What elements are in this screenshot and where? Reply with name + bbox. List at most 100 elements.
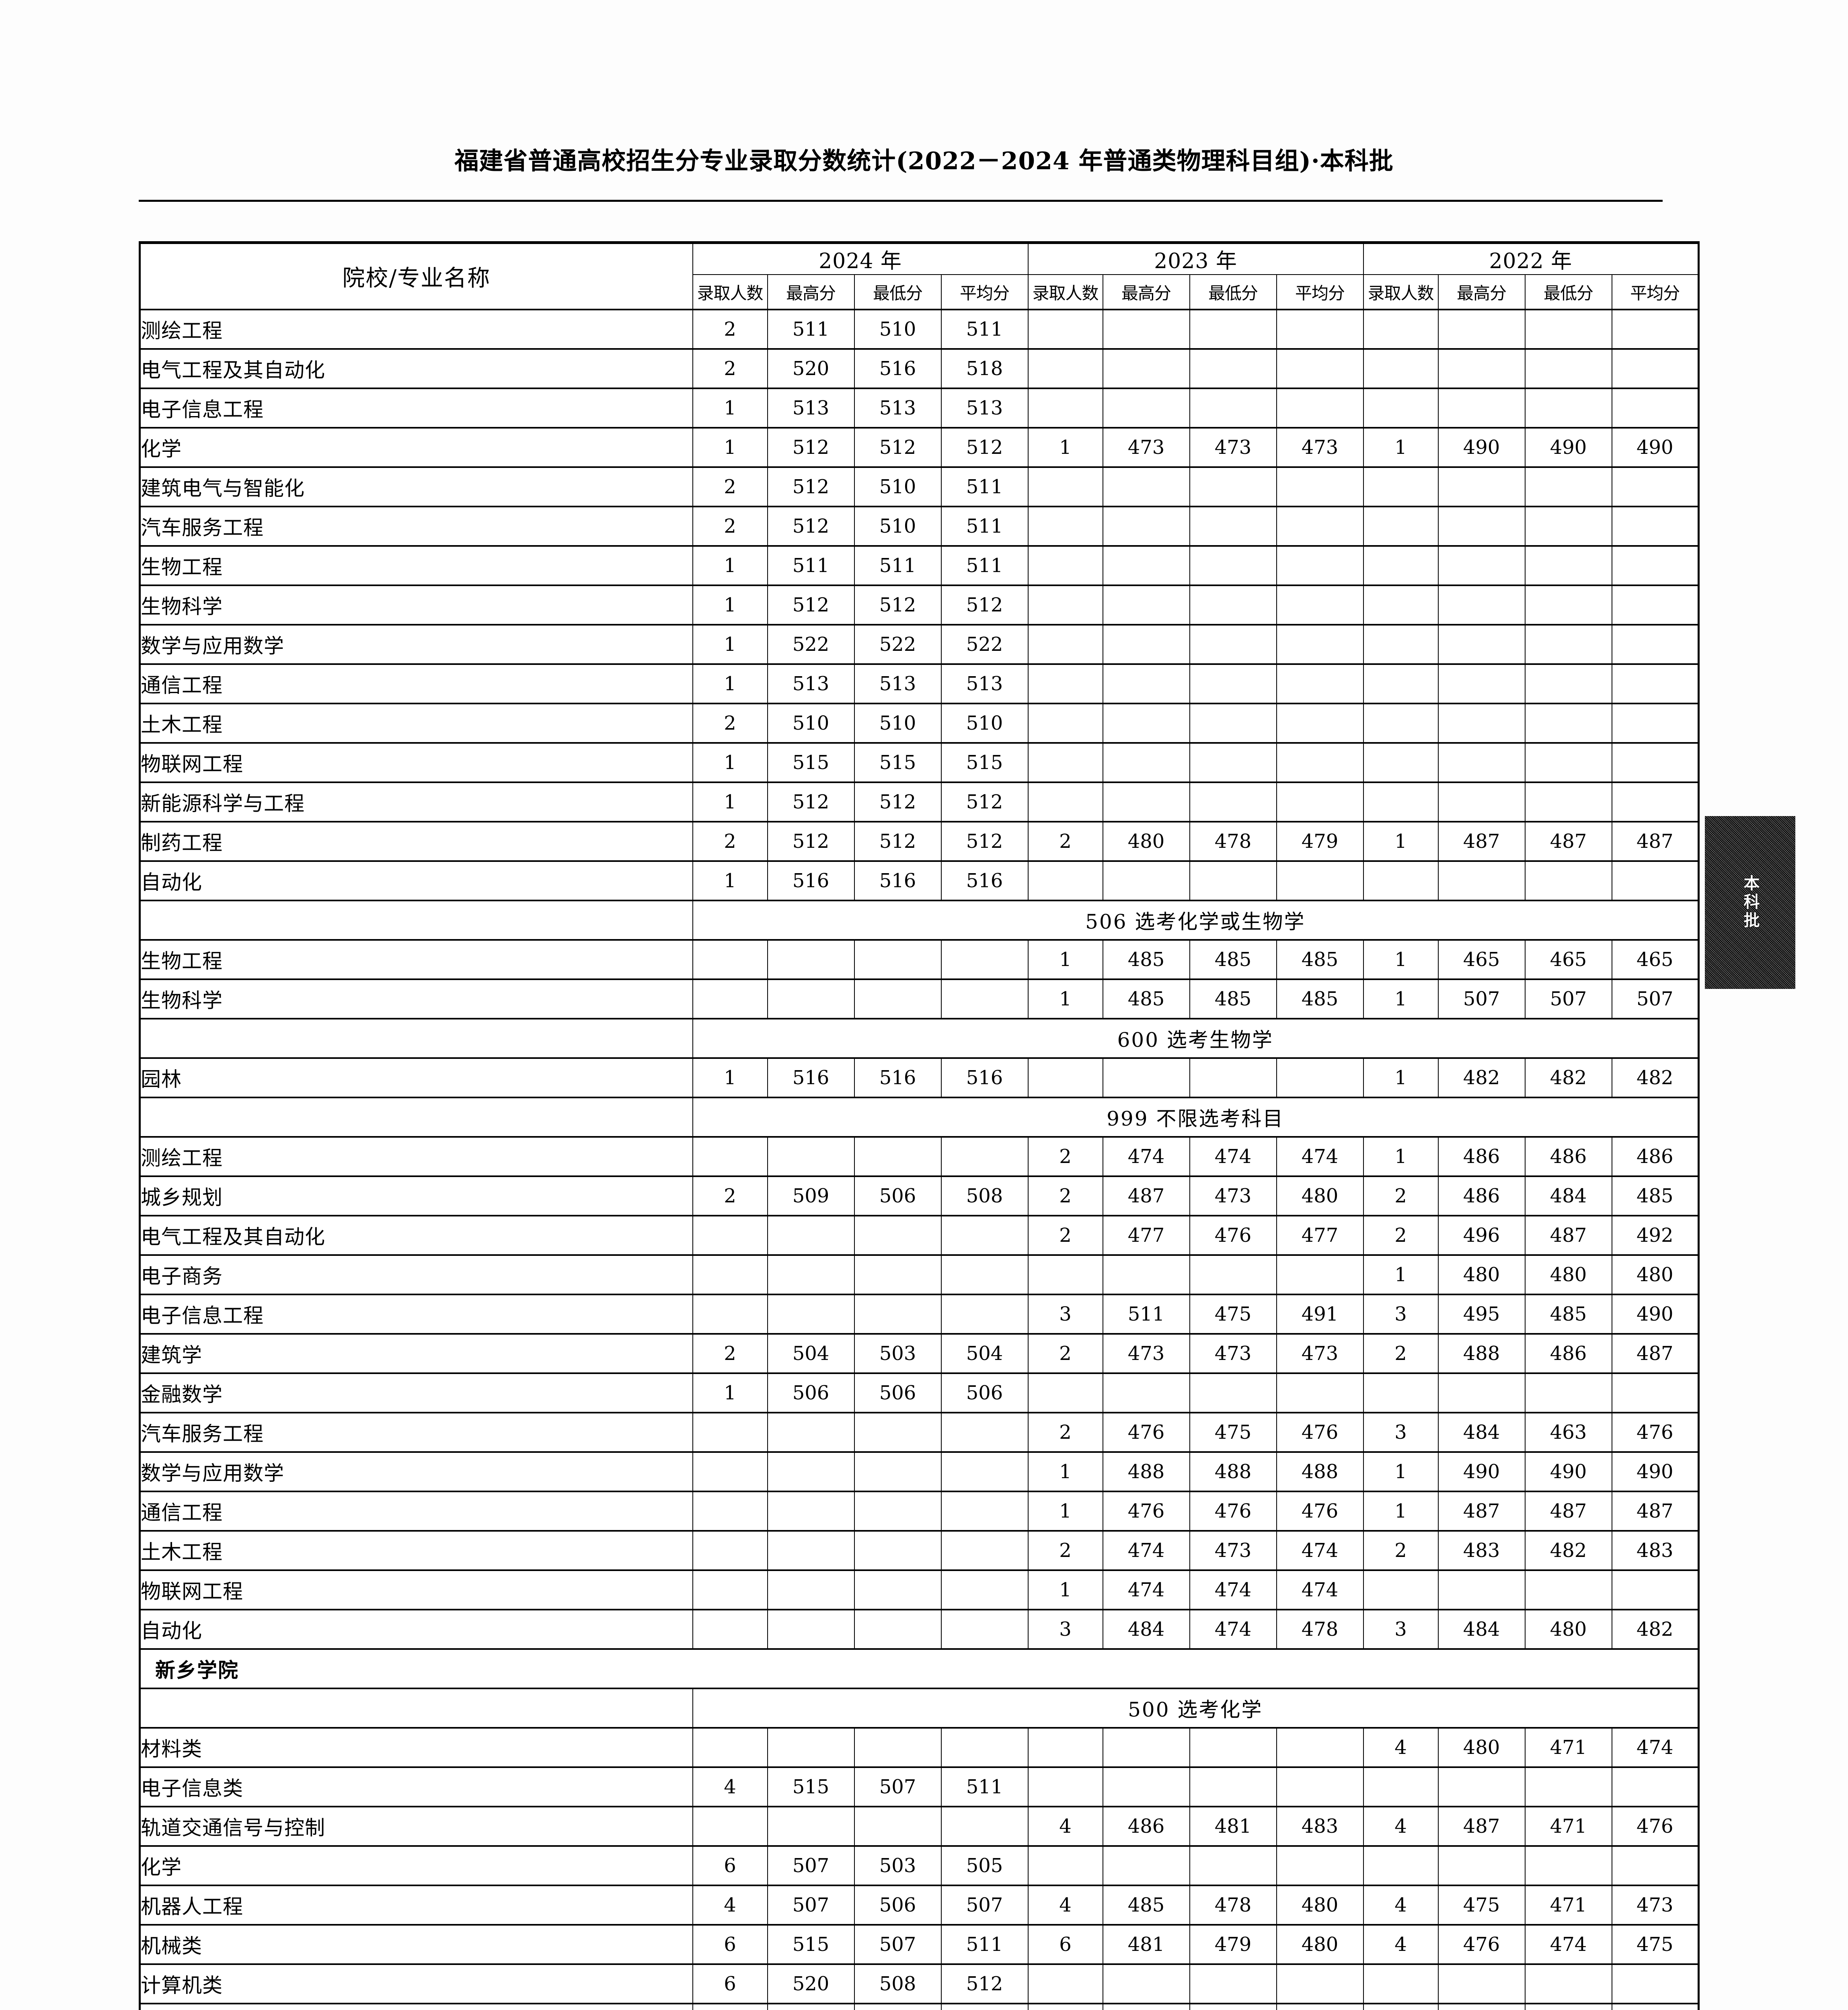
table-row: 电子信息工程 3 511 475 491 3 495 485 490 bbox=[139, 1294, 1700, 1334]
cell-2023-lowest: 476 bbox=[1189, 1215, 1277, 1255]
cell-2024-lowest: 516 bbox=[854, 1057, 942, 1098]
table-row: 计算机类 6 520 508 512 bbox=[139, 1963, 1700, 2004]
cell-2024-lowest bbox=[854, 1412, 942, 1452]
cell-2024-highest bbox=[767, 1136, 855, 1177]
cell-2024-highest bbox=[767, 1294, 855, 1334]
cell-2024-admitted: 1 bbox=[692, 545, 768, 586]
cell-2024-lowest: 515 bbox=[854, 742, 942, 783]
cell-2024-average bbox=[940, 1530, 1029, 1571]
cell-2023-highest: 486 bbox=[1102, 1806, 1190, 1846]
cell-2024-admitted: 1 bbox=[692, 388, 768, 428]
cell-2024-highest bbox=[767, 939, 855, 980]
cell-2023-average: 480 bbox=[1276, 1885, 1364, 1925]
cell-2023-admitted bbox=[1027, 348, 1103, 389]
cell-2024-lowest: 513 bbox=[854, 663, 942, 704]
header-2024-admitted: 录取人数 bbox=[692, 274, 768, 310]
cell-2022-lowest: 487 bbox=[1524, 1215, 1612, 1255]
cell-2022-admitted bbox=[1363, 1963, 1439, 2004]
cell-2023-lowest bbox=[1189, 1057, 1277, 1098]
cell-2022-highest bbox=[1437, 703, 1526, 743]
major-name: 电子信息类 bbox=[139, 1766, 693, 1807]
cell-2023-average: 474 bbox=[1276, 1569, 1364, 1610]
cell-2022-lowest: 471 bbox=[1524, 2003, 1612, 2010]
cell-2023-highest: 485 bbox=[1102, 939, 1190, 980]
cell-2024-admitted: 2 bbox=[692, 1333, 768, 1374]
cell-2024-highest: 513 bbox=[767, 663, 855, 704]
cell-2022-lowest bbox=[1524, 585, 1612, 625]
cell-2023-admitted bbox=[1027, 1372, 1103, 1413]
major-name: 机械类 bbox=[139, 1924, 693, 1965]
cell-2024-admitted: 6 bbox=[692, 1963, 768, 2004]
cell-2022-highest bbox=[1437, 624, 1526, 665]
cell-2023-admitted: 2 bbox=[1027, 1333, 1103, 1374]
header-2023-admitted: 录取人数 bbox=[1027, 274, 1103, 310]
cell-2024-admitted bbox=[692, 1215, 768, 1255]
table-row: 通信工程 1 476 476 476 1 487 487 487 bbox=[139, 1491, 1700, 1531]
cell-2024-lowest bbox=[854, 1569, 942, 1610]
cell-2022-lowest bbox=[1524, 703, 1612, 743]
major-name: 建筑电气与智能化 bbox=[139, 466, 693, 507]
cell-2024-highest bbox=[767, 1727, 855, 1768]
cell-2024-admitted bbox=[692, 1254, 768, 1295]
cell-2022-admitted: 4 bbox=[1363, 1727, 1439, 1768]
cell-2024-lowest: 510 bbox=[854, 466, 942, 507]
cell-2024-highest: 510 bbox=[767, 703, 855, 743]
section-tab-label: 本科批 bbox=[1741, 875, 1760, 930]
cell-2022-average: 490 bbox=[1611, 1294, 1700, 1334]
cell-2023-average bbox=[1276, 348, 1364, 389]
cell-2023-lowest bbox=[1189, 663, 1277, 704]
cell-2023-admitted bbox=[1027, 2003, 1103, 2010]
table-row: 生物工程 1 485 485 485 1 465 465 465 bbox=[139, 939, 1700, 980]
major-name: 物联网工程 bbox=[139, 1569, 693, 1610]
cell-2022-average bbox=[1611, 388, 1700, 428]
cell-2022-average: 487 bbox=[1611, 821, 1700, 861]
cell-2022-average: 492 bbox=[1611, 1215, 1700, 1255]
cell-2024-lowest bbox=[854, 1806, 942, 1846]
cell-2022-highest bbox=[1437, 742, 1526, 783]
cell-2022-admitted: 1 bbox=[1363, 978, 1439, 1019]
cell-2023-highest: 476 bbox=[1102, 1412, 1190, 1452]
cell-2022-highest: 482 bbox=[1437, 1057, 1526, 1098]
cell-2023-lowest bbox=[1189, 1845, 1277, 1886]
cell-2024-admitted: 1 bbox=[692, 860, 768, 901]
cell-2024-highest: 511 bbox=[767, 545, 855, 586]
cell-2022-admitted: 4 bbox=[1363, 1806, 1439, 1846]
cell-2023-highest bbox=[1102, 742, 1190, 783]
cell-2023-average: 474 bbox=[1276, 1530, 1364, 1571]
cell-2024-average: 505 bbox=[940, 1845, 1029, 1886]
cell-2023-admitted bbox=[1027, 860, 1103, 901]
cell-2024-admitted: 1 bbox=[692, 1057, 768, 1098]
cell-2023-admitted bbox=[1027, 1963, 1103, 2004]
cell-2023-lowest bbox=[1189, 624, 1277, 665]
major-name: 园林 bbox=[139, 1057, 693, 1098]
cell-2022-lowest: 487 bbox=[1524, 821, 1612, 861]
table-row: 建筑学 2 504 503 504 2 473 473 473 2 488 486 487 bbox=[139, 1333, 1700, 1374]
table-row: 测绘工程 2 474 474 474 1 486 486 486 bbox=[139, 1136, 1700, 1177]
institution-name: 新乡学院 bbox=[139, 1648, 1700, 1689]
table-row: 制药工程 2 512 512 512 2 480 478 479 1 487 487 487 bbox=[139, 821, 1700, 861]
cell-2022-average: 465 bbox=[1611, 939, 1700, 980]
cell-2024-admitted bbox=[692, 1451, 768, 1492]
cell-2023-highest: 481 bbox=[1102, 1924, 1190, 1965]
cell-2022-highest: 487 bbox=[1437, 1806, 1526, 1846]
score-table-container: 院校/专业名称 2024 年 2023 年 2022 年 录取人数 最高分 最低… bbox=[139, 241, 1700, 2010]
cell-2024-admitted bbox=[692, 1530, 768, 1571]
table-row: 汽车服务工程 2 476 475 476 3 484 463 476 bbox=[139, 1412, 1700, 1452]
cell-2022-admitted bbox=[1363, 506, 1439, 546]
cell-2023-admitted bbox=[1027, 1727, 1103, 1768]
cell-2023-lowest: 475 bbox=[1189, 1294, 1277, 1334]
cell-2022-lowest bbox=[1524, 1845, 1612, 1886]
cell-2023-average bbox=[1276, 309, 1364, 349]
cell-2023-admitted bbox=[1027, 703, 1103, 743]
cell-2024-lowest bbox=[854, 1727, 942, 1768]
cell-2024-admitted: 1 bbox=[692, 624, 768, 665]
cell-2022-admitted: 4 bbox=[1363, 1885, 1439, 1925]
cell-2022-admitted bbox=[1363, 742, 1439, 783]
cell-2022-average bbox=[1611, 781, 1700, 822]
cell-2022-highest: 496 bbox=[1437, 1215, 1526, 1255]
cell-2024-lowest: 512 bbox=[854, 781, 942, 822]
cell-2024-admitted: 1 bbox=[692, 427, 768, 468]
cell-2022-average bbox=[1611, 545, 1700, 586]
cell-2023-highest bbox=[1102, 781, 1190, 822]
header-name-column: 院校/专业名称 bbox=[139, 241, 693, 310]
